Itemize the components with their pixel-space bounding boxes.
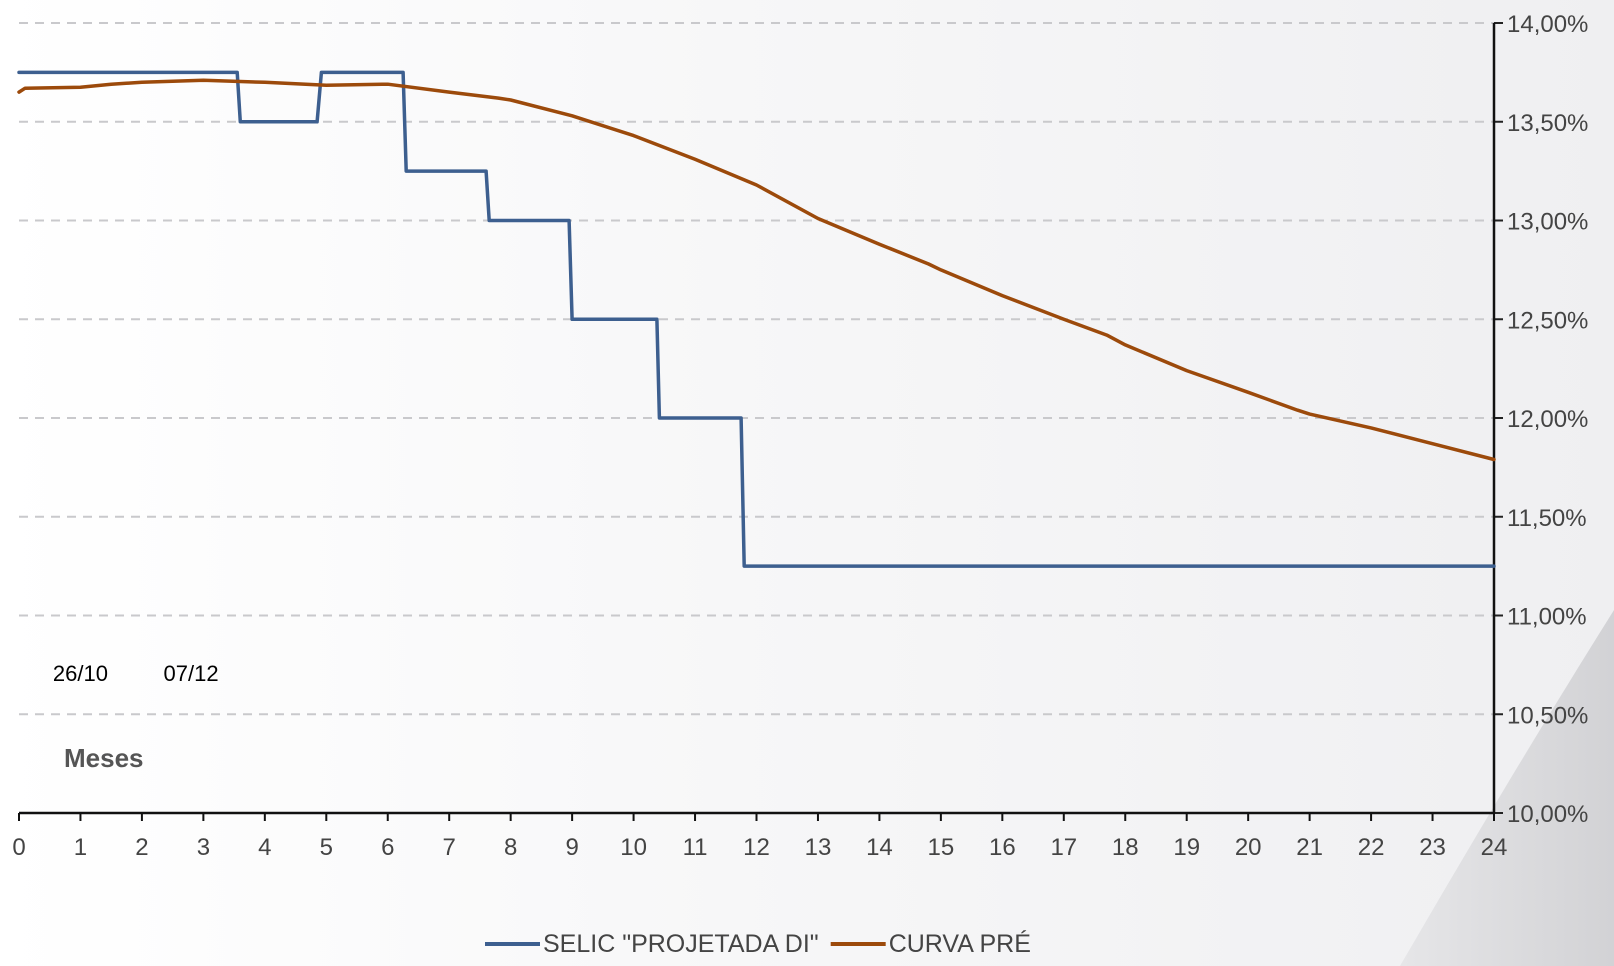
x-tick-label: 24	[1481, 834, 1508, 861]
y-tick-label: 11,50%	[1507, 505, 1587, 532]
y-tick-label: 13,00%	[1507, 209, 1588, 236]
tick-labels: 10,00% 10,50% 11,00% 11,50% 12,00% 12,50% 13,0…	[12, 11, 1588, 861]
x-tick-label: 10	[620, 834, 647, 861]
series-line	[17, 78, 1496, 462]
legend: SELIC "PROJETADA DI" CURVA PRÉ	[485, 929, 1031, 958]
y-tick-label: 11,00%	[1507, 604, 1587, 631]
x-tick-label: 12	[743, 834, 770, 861]
x-tick-label: 18	[1112, 834, 1139, 861]
series-lines	[17, 70, 1496, 568]
x-tick-label: 11	[683, 834, 708, 861]
gridlines	[19, 22, 1494, 716]
x-tick-label: 1	[74, 834, 87, 861]
y-tick-label: 12,50%	[1507, 307, 1588, 334]
legend-entry: CURVA PRÉ	[889, 929, 1031, 958]
x-tick-label: 13	[805, 834, 832, 861]
x-tick-label: 22	[1358, 834, 1385, 861]
x-tick-label: 3	[197, 834, 210, 861]
y-tick-label: 13,50%	[1507, 110, 1588, 137]
x-axis-label: Meses	[64, 743, 144, 773]
x-tick-label: 8	[504, 834, 517, 861]
annotations: 26/10 07/12	[53, 661, 219, 686]
x-tick-label: 2	[135, 834, 148, 861]
corner-decoration	[1400, 610, 1614, 966]
y-tick-label: 14,00%	[1507, 11, 1588, 38]
annotation-label: 07/12	[164, 661, 219, 686]
y-tick-label: 12,00%	[1507, 406, 1588, 433]
x-tick-label: 17	[1050, 834, 1077, 861]
x-tick-label: 23	[1419, 834, 1446, 861]
x-tick-label: 0	[12, 834, 25, 861]
x-tick-label: 19	[1173, 834, 1200, 861]
x-tick-label: 15	[928, 834, 955, 861]
y-tick-label: 10,50%	[1507, 702, 1588, 729]
axes	[18, 22, 1503, 821]
annotation-label: 26/10	[53, 661, 108, 686]
x-tick-label: 7	[443, 834, 456, 861]
x-tick-label: 16	[989, 834, 1016, 861]
x-tick-label: 4	[258, 834, 271, 861]
x-tick-label: 6	[381, 834, 394, 861]
series-line	[17, 70, 1496, 568]
x-tick-label: 21	[1296, 834, 1323, 861]
y-tick-label: 10,00%	[1507, 801, 1588, 828]
x-tick-label: 9	[565, 834, 578, 861]
x-tick-label: 5	[320, 834, 333, 861]
x-tick-label: 20	[1235, 834, 1262, 861]
legend-entry: SELIC "PROJETADA DI"	[543, 930, 819, 958]
x-tick-label: 14	[866, 834, 893, 861]
